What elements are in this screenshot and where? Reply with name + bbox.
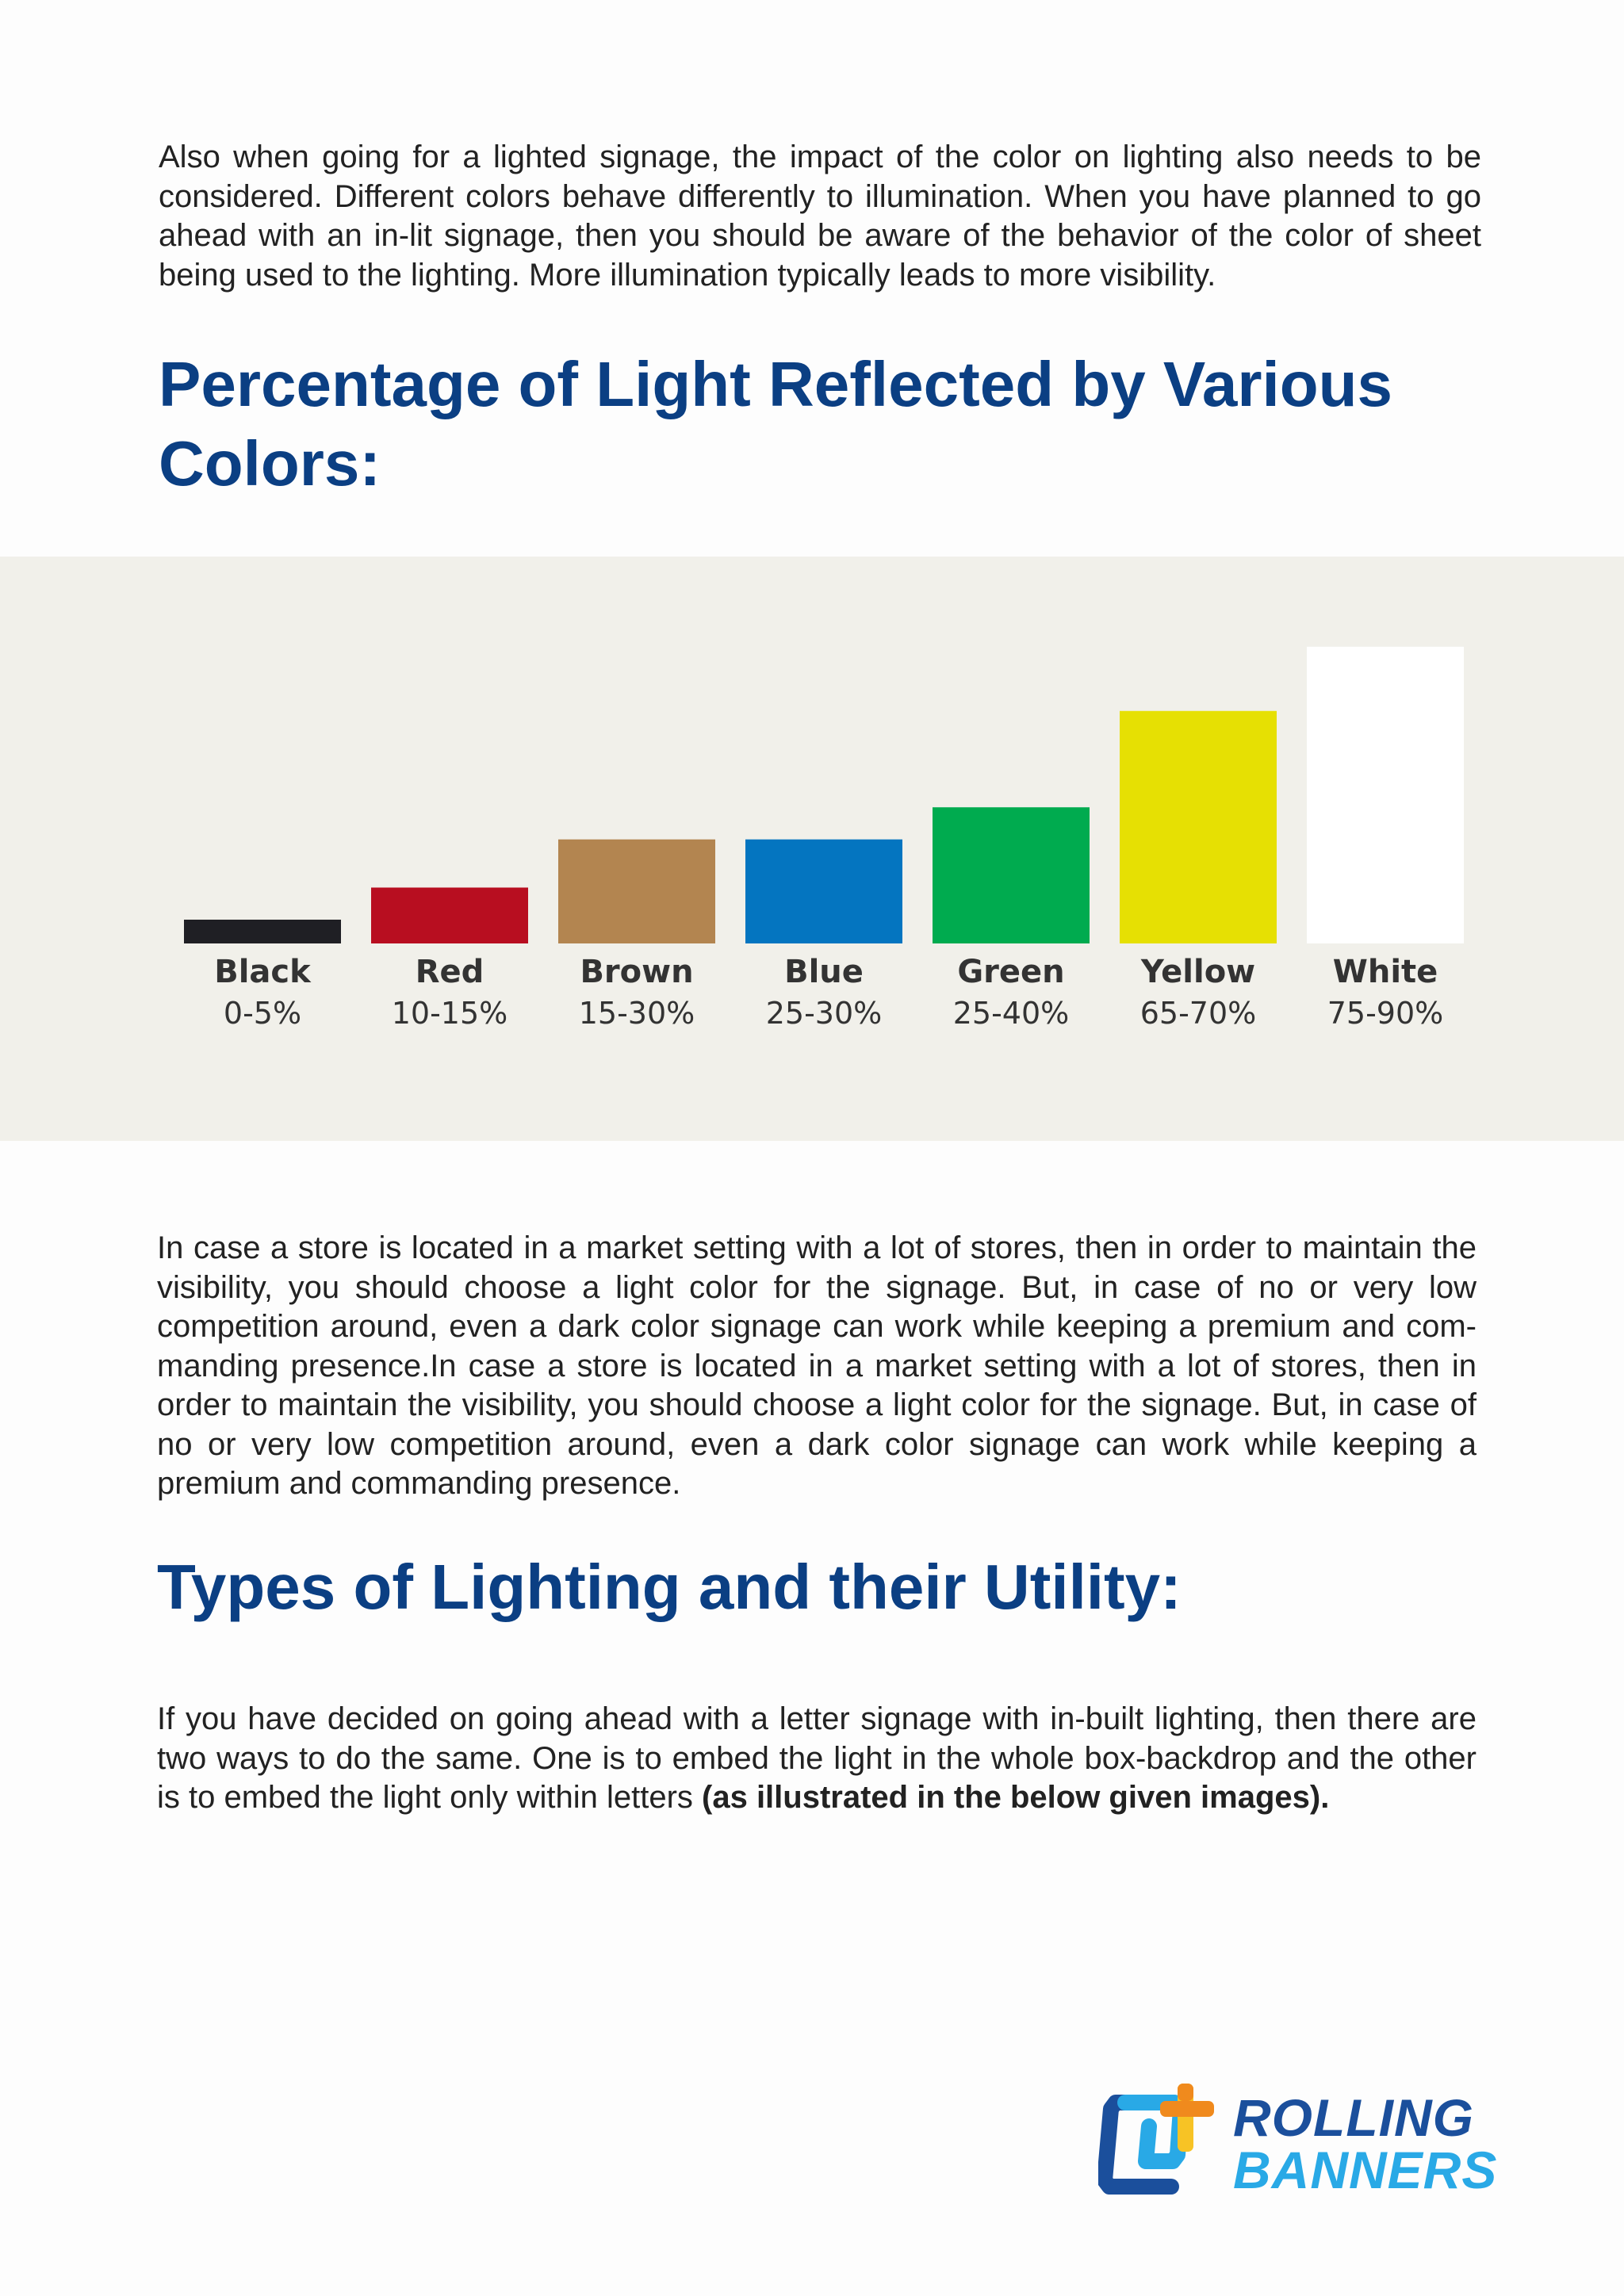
range-label-yellow: 65-70% bbox=[1139, 996, 1257, 1031]
category-label-brown: Brown bbox=[580, 954, 694, 990]
bar-white bbox=[1307, 646, 1464, 943]
lighting-types-text: If you have decided on going ahead with … bbox=[157, 1701, 1477, 1815]
lighting-types-emphasis: (as illustrated in the below given image… bbox=[702, 1780, 1330, 1815]
category-label-yellow: Yellow bbox=[1140, 954, 1256, 990]
range-label-green: 25-40% bbox=[952, 996, 1070, 1031]
rolling-banners-logo-mark bbox=[1098, 2084, 1214, 2195]
chart-bars-svg bbox=[184, 646, 1464, 943]
range-label-red: 10-15% bbox=[391, 996, 508, 1031]
reflectance-bar-chart: Black 0-5% Red 10-15% Brown 15-30% Blue 25-30% G… bbox=[0, 557, 1624, 1141]
bar-brown bbox=[558, 839, 715, 943]
logo-word-rolling: ROLLING bbox=[1233, 2088, 1474, 2147]
range-label-black: 0-5% bbox=[223, 996, 302, 1031]
rolling-banners-logo: ROLLING BANNERS bbox=[1098, 2077, 1496, 2196]
bar-black bbox=[184, 920, 341, 943]
category-label-white: White bbox=[1332, 954, 1438, 990]
logo-word-banners: BANNERS bbox=[1233, 2141, 1498, 2199]
category-label-green: Green bbox=[957, 954, 1065, 990]
heading-light-reflected: Percentage of Light Reflected by Various… bbox=[159, 349, 1392, 499]
category-label-red: Red bbox=[415, 954, 485, 990]
category-label-blue: Blue bbox=[784, 954, 864, 990]
range-label-brown: 15-30% bbox=[578, 996, 695, 1031]
range-label-blue: 25-30% bbox=[765, 996, 883, 1031]
bar-green bbox=[933, 807, 1090, 943]
lighting-types-paragraph: If you have decided on going ahead with … bbox=[157, 1700, 1477, 1818]
store-visibility-paragraph: In case a store is located in a market s… bbox=[157, 1230, 1477, 1501]
heading-lighting-types: Types of Lighting and their Utility: bbox=[157, 1552, 1182, 1622]
intro-paragraph: Also when going for a lighted signage, t… bbox=[159, 140, 1481, 293]
bar-yellow bbox=[1120, 710, 1277, 943]
bar-red bbox=[371, 887, 528, 943]
range-label-white: 75-90% bbox=[1327, 996, 1444, 1031]
category-label-black: Black bbox=[214, 954, 311, 990]
bar-blue bbox=[745, 839, 902, 943]
